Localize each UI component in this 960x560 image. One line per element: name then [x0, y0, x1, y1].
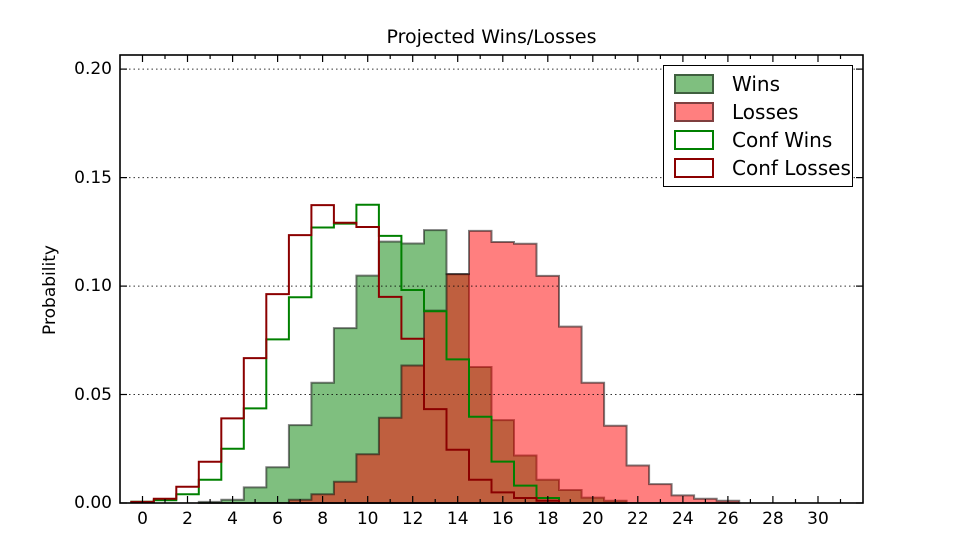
x-tick-label: 2: [182, 509, 193, 529]
x-tick-label: 30: [807, 509, 829, 529]
x-tick-label: 28: [762, 509, 784, 529]
losses-swatch-icon: [674, 102, 714, 122]
x-tick-label: 14: [446, 509, 469, 529]
y-tick-label: 0.05: [74, 384, 112, 405]
y-tick-label: 0.10: [74, 276, 112, 297]
y-tick-label: 0.15: [74, 167, 112, 188]
x-tick-label: 12: [401, 509, 424, 529]
conf-losses-swatch-icon: [674, 158, 714, 178]
legend-label: Conf Losses: [732, 156, 851, 180]
legend-label: Wins: [732, 72, 780, 96]
x-tick-label: 16: [491, 509, 514, 529]
y-tick-label: 0.20: [74, 59, 112, 80]
x-tick-label: 22: [627, 509, 649, 529]
conf-wins-swatch-icon: [674, 130, 714, 150]
legend-item-conf-wins: Conf Wins: [674, 128, 852, 152]
wins-swatch-icon: [674, 74, 714, 94]
legend-item-wins: Wins: [674, 72, 852, 96]
y-tick-label: 0.00: [74, 493, 112, 513]
x-tick-label: 4: [227, 509, 238, 529]
plot-border: [119, 54, 864, 504]
x-tick-label: 18: [536, 509, 559, 529]
losses-histogram: [287, 229, 741, 504]
chart-title: Projected Wins/Losses: [386, 26, 597, 48]
x-tick-label: 20: [581, 509, 604, 529]
x-tick-label: 0: [137, 509, 148, 529]
legend-item-losses: Losses: [674, 100, 852, 124]
legend-item-conf-losses: Conf Losses: [674, 156, 852, 180]
x-tick-label: 26: [717, 509, 739, 529]
legend-label: Conf Wins: [732, 128, 833, 152]
x-tick-label: 6: [272, 509, 283, 529]
x-tick-label: 10: [356, 509, 379, 529]
legend: Wins Losses Conf Wins Conf Losses: [663, 65, 853, 187]
x-tick-label: 8: [317, 509, 329, 529]
x-tick-label: 24: [672, 509, 694, 529]
legend-label: Losses: [732, 100, 799, 124]
conf-losses-histogram: [130, 204, 560, 503]
